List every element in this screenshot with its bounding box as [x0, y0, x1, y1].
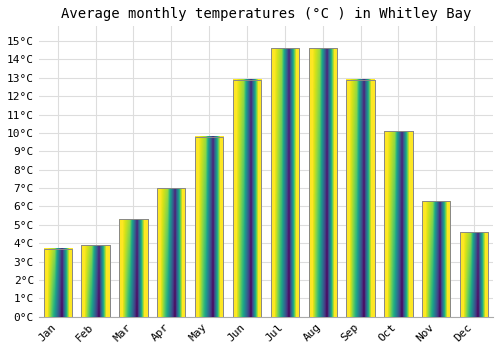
Bar [460, 232, 488, 317]
Bar [44, 249, 72, 317]
Bar [233, 79, 261, 317]
Bar [157, 188, 186, 317]
Bar [44, 249, 72, 317]
Bar [195, 136, 224, 317]
Bar [82, 245, 110, 317]
Bar [384, 131, 412, 317]
Bar [270, 48, 299, 317]
Bar [82, 245, 110, 317]
Bar [422, 201, 450, 317]
Title: Average monthly temperatures (°C ) in Whitley Bay: Average monthly temperatures (°C ) in Wh… [60, 7, 471, 21]
Bar [195, 136, 224, 317]
Bar [346, 79, 375, 317]
Bar [460, 232, 488, 317]
Bar [119, 219, 148, 317]
Bar [157, 188, 186, 317]
Bar [119, 219, 148, 317]
Bar [233, 79, 261, 317]
Bar [384, 131, 412, 317]
Bar [422, 201, 450, 317]
Bar [270, 48, 299, 317]
Bar [308, 48, 337, 317]
Bar [308, 48, 337, 317]
Bar [346, 79, 375, 317]
